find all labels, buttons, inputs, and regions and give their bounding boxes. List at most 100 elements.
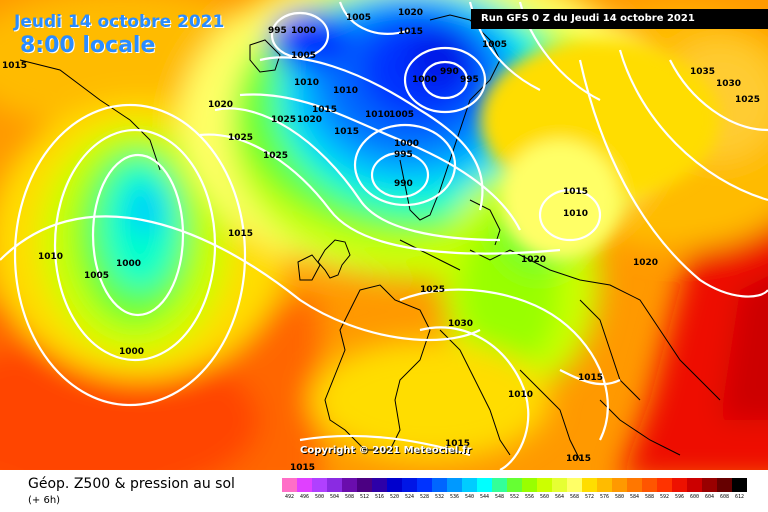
legend-value: 576 xyxy=(599,494,610,500)
isobar-label: 995 xyxy=(460,75,479,85)
legend-value: 508 xyxy=(344,494,355,500)
legend-swatch xyxy=(327,478,342,492)
legend-value: 532 xyxy=(434,494,445,500)
forecast-step-label: (+ 6h) xyxy=(28,495,61,506)
legend-swatch xyxy=(702,478,717,492)
forecast-time-title: 8:00 locale xyxy=(20,33,156,58)
run-info-banner: Run GFS 0 Z du Jeudi 14 octobre 2021 xyxy=(471,9,768,29)
isobar-label: 1030 xyxy=(448,319,473,329)
isobar-label: 1015 xyxy=(228,229,253,239)
color-scale-labels: 492 496 500 504 508 512 516 520 524 528 532 536 540 5… xyxy=(282,494,752,504)
isobar-label: 990 xyxy=(394,179,413,189)
legend-value: 580 xyxy=(614,494,625,500)
isobar-label: 995 xyxy=(268,26,287,36)
isobar-label: 1025 xyxy=(228,133,253,143)
legend-value: 524 xyxy=(404,494,415,500)
isobar-label: 1020 xyxy=(398,8,423,18)
legend-value: 592 xyxy=(659,494,670,500)
isobar-label: 1020 xyxy=(521,255,546,265)
isobar-label: 1020 xyxy=(297,115,322,125)
legend-swatch xyxy=(522,478,537,492)
legend-swatch xyxy=(687,478,702,492)
isobar-label: 1005 xyxy=(291,51,316,61)
isobar-label: 1015 xyxy=(2,61,27,71)
legend-swatch xyxy=(462,478,477,492)
isobar-label: 1015 xyxy=(563,187,588,197)
legend-swatch xyxy=(432,478,447,492)
isobar-label: 1000 xyxy=(291,26,316,36)
isobar-label: 1030 xyxy=(716,79,741,89)
legend-swatch xyxy=(447,478,462,492)
isobar-label: 1010 xyxy=(38,252,63,262)
legend-value: 568 xyxy=(569,494,580,500)
copyright-notice: Copyright © 2021 Meteociel.fr xyxy=(300,445,472,456)
legend-swatch xyxy=(717,478,732,492)
forecast-date-title: Jeudi 14 octobre 2021 xyxy=(14,12,225,32)
legend-swatch xyxy=(387,478,402,492)
legend-swatch xyxy=(732,478,747,492)
legend-value: 552 xyxy=(509,494,520,500)
weather-map: 1015 995 1000 1005 1020 1015 1005 1010 1010 1015 1… xyxy=(0,0,768,470)
legend-swatch xyxy=(627,478,642,492)
legend-swatch xyxy=(357,478,372,492)
legend-value: 556 xyxy=(524,494,535,500)
legend-swatch xyxy=(417,478,432,492)
legend-swatch xyxy=(372,478,387,492)
legend-value: 536 xyxy=(449,494,460,500)
isobar-label: 1010 xyxy=(333,86,358,96)
legend-swatch xyxy=(642,478,657,492)
isobar-label: 995 xyxy=(394,150,413,160)
isobar-label: 1035 xyxy=(690,67,715,77)
isobar-label: 1005 xyxy=(346,13,371,23)
legend-value: 504 xyxy=(329,494,340,500)
isobar-label: 1015 xyxy=(290,463,315,470)
isobar-label: 1015 xyxy=(334,127,359,137)
isobar-label: 1010 xyxy=(508,390,533,400)
legend-swatch xyxy=(582,478,597,492)
legend-value: 572 xyxy=(584,494,595,500)
isobar-label: 1005 xyxy=(389,110,414,120)
legend-value: 564 xyxy=(554,494,565,500)
legend-swatch xyxy=(342,478,357,492)
isobar-label: 1010 xyxy=(294,78,319,88)
legend-swatch xyxy=(597,478,612,492)
isobar-label: 1015 xyxy=(445,439,470,449)
isobar-label: 1025 xyxy=(735,95,760,105)
isobar-label: 1025 xyxy=(271,115,296,125)
isobar-label: 1010 xyxy=(563,209,588,219)
legend-value: 560 xyxy=(539,494,550,500)
legend-value: 520 xyxy=(389,494,400,500)
isobar-label: 1005 xyxy=(84,271,109,281)
legend-value: 588 xyxy=(644,494,655,500)
legend-value: 548 xyxy=(494,494,505,500)
legend-swatch xyxy=(492,478,507,492)
legend-value: 604 xyxy=(704,494,715,500)
isobar-label: 1005 xyxy=(482,40,507,50)
legend-swatch xyxy=(552,478,567,492)
legend-swatch xyxy=(507,478,522,492)
legend-swatch xyxy=(567,478,582,492)
legend-value: 540 xyxy=(464,494,475,500)
isobar-label: 990 xyxy=(440,67,459,77)
legend-swatch xyxy=(657,478,672,492)
legend-swatch xyxy=(477,478,492,492)
isobar-label: 1015 xyxy=(398,27,423,37)
isobar-label: 1000 xyxy=(412,75,437,85)
isobar-label: 1025 xyxy=(263,151,288,161)
legend-swatch xyxy=(672,478,687,492)
color-scale-legend xyxy=(282,478,747,492)
legend-swatch xyxy=(297,478,312,492)
legend-value: 492 xyxy=(284,494,295,500)
legend-swatch xyxy=(312,478,327,492)
legend-value: 500 xyxy=(314,494,325,500)
isobar-label: 1000 xyxy=(394,139,419,149)
legend-value: 608 xyxy=(719,494,730,500)
isobar-label: 1015 xyxy=(312,105,337,115)
geopotential-fill xyxy=(0,0,768,470)
isobar-label: 1025 xyxy=(420,285,445,295)
legend-value: 612 xyxy=(734,494,745,500)
legend-value: 496 xyxy=(299,494,310,500)
isobar-label: 1015 xyxy=(578,373,603,383)
